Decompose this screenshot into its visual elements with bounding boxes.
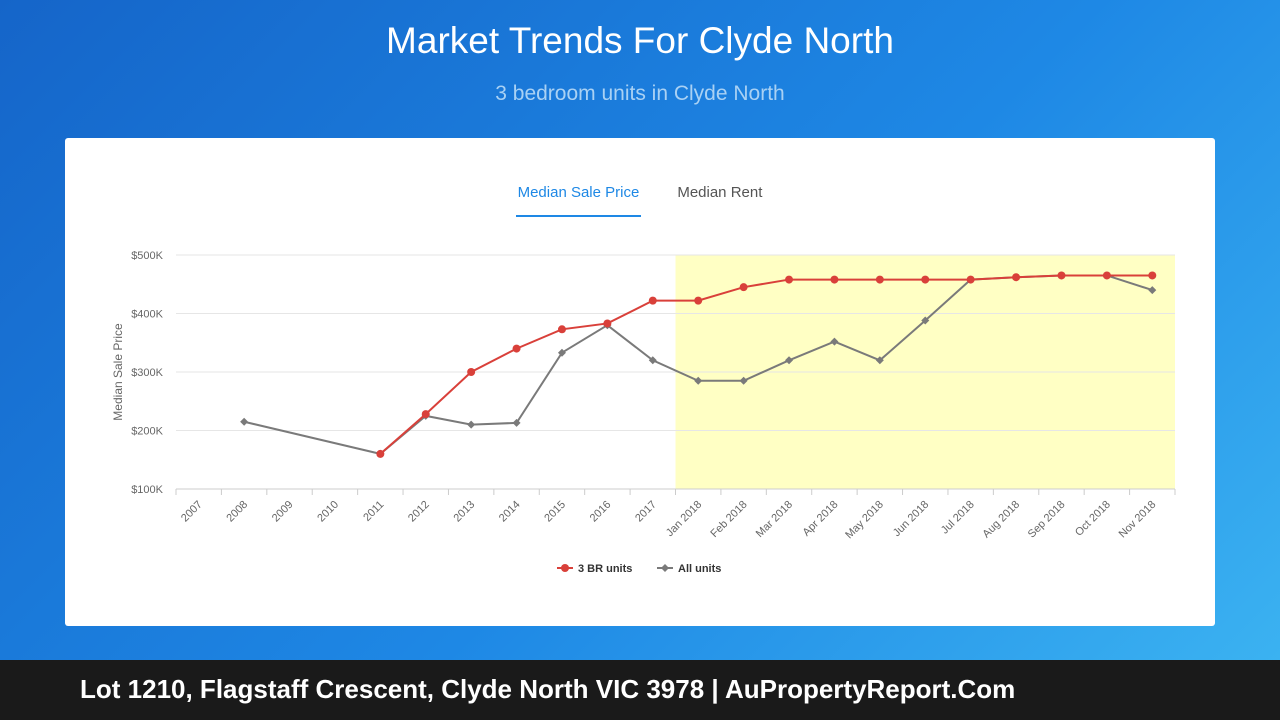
data-point-series-0	[421, 410, 430, 419]
data-point-series-1	[921, 316, 930, 325]
data-point-series-0	[694, 296, 703, 305]
data-point-series-0	[1057, 271, 1066, 280]
data-point-series-0	[830, 275, 839, 284]
data-point-series-0	[921, 275, 930, 284]
data-point-series-0	[648, 296, 657, 305]
x-tick-label: 2015	[542, 499, 568, 525]
data-point-series-0	[1102, 271, 1111, 280]
data-point-series-1	[512, 418, 521, 427]
data-point-series-1	[467, 420, 476, 429]
data-point-series-1	[1148, 286, 1157, 295]
chart-tabs: Median Sale Price Median Rent	[65, 182, 1215, 217]
data-point-series-0	[875, 275, 884, 284]
chart-card: Median Sale Price Median Rent $100K $200K…	[65, 138, 1215, 626]
x-tick-label: 2016	[588, 499, 614, 525]
data-point-series-0	[1148, 271, 1157, 280]
x-tick-label: Sep 2018	[1026, 499, 1068, 541]
data-point-series-1	[694, 376, 703, 385]
legend-label-1: All units	[678, 563, 721, 575]
y-tick-label: $100K	[131, 484, 163, 496]
x-tick-label: 2010	[315, 499, 341, 525]
tab-median-rent[interactable]: Median Rent	[677, 184, 763, 201]
data-point-series-1	[240, 417, 249, 426]
data-point-series-1	[648, 356, 657, 365]
data-point-series-1	[875, 356, 884, 365]
page-subtitle: 3 bedroom units in Clyde North	[495, 82, 785, 105]
data-point-series-0	[785, 275, 794, 284]
y-tick-label: $500K	[131, 250, 163, 262]
data-point-series-1	[785, 356, 794, 365]
data-point-series-0	[557, 325, 566, 334]
x-tick-label: 2011	[361, 499, 386, 524]
x-tick-label: Aug 2018	[980, 499, 1022, 541]
legend-marker-0	[561, 564, 569, 572]
x-tick-label: Jul 2018	[939, 499, 977, 537]
x-tick-label: Apr 2018	[800, 499, 840, 539]
x-tick-label: 2017	[633, 499, 659, 525]
y-axis-title: Median Sale Price	[111, 323, 125, 421]
x-tick-label: 2007	[179, 499, 205, 525]
data-point-series-1	[830, 337, 839, 346]
x-tick-label: Jan 2018	[664, 499, 704, 539]
data-point-series-0	[739, 283, 748, 292]
y-tick-label: $200K	[131, 426, 163, 438]
x-tick-label: Feb 2018	[708, 499, 749, 540]
line-chart: $100K $200K $300K $400K $500K 2007 2008 2009 201…	[111, 250, 1176, 575]
x-tick-label: 2008	[224, 499, 250, 525]
x-tick-label: Mar 2018	[754, 499, 795, 540]
x-tick-label: 2014	[497, 499, 523, 525]
x-tick-label: Nov 2018	[1117, 499, 1159, 541]
legend-marker-1	[661, 564, 669, 572]
data-point-series-1	[739, 376, 748, 385]
tab-median-sale-price[interactable]: Median Sale Price	[515, 182, 642, 217]
data-point-series-0	[603, 319, 612, 328]
data-point-series-0	[512, 344, 521, 353]
y-tick-label: $400K	[131, 309, 163, 321]
x-tick-label: 2009	[270, 499, 296, 525]
x-tick-label: Jun 2018	[891, 499, 931, 539]
data-point-series-0	[1012, 273, 1021, 282]
y-tick-label: $300K	[131, 367, 163, 379]
data-point-series-0	[467, 368, 476, 376]
x-tick-label: 2013	[451, 499, 477, 525]
data-point-series-0	[966, 275, 975, 284]
page-title: Market Trends For Clyde North	[386, 20, 894, 61]
footer-bar: Lot 1210, Flagstaff Crescent, Clyde Nort…	[0, 660, 1280, 720]
data-point-series-1	[557, 348, 566, 357]
series-line-0	[379, 274, 1153, 455]
x-tick-label: Oct 2018	[1073, 499, 1113, 539]
legend-label-0: 3 BR units	[578, 563, 632, 575]
x-tick-label: May 2018	[843, 499, 886, 542]
data-point-series-0	[376, 449, 385, 458]
footer-address: Lot 1210, Flagstaff Crescent, Clyde Nort…	[80, 674, 1016, 704]
x-tick-label: 2012	[406, 499, 432, 525]
